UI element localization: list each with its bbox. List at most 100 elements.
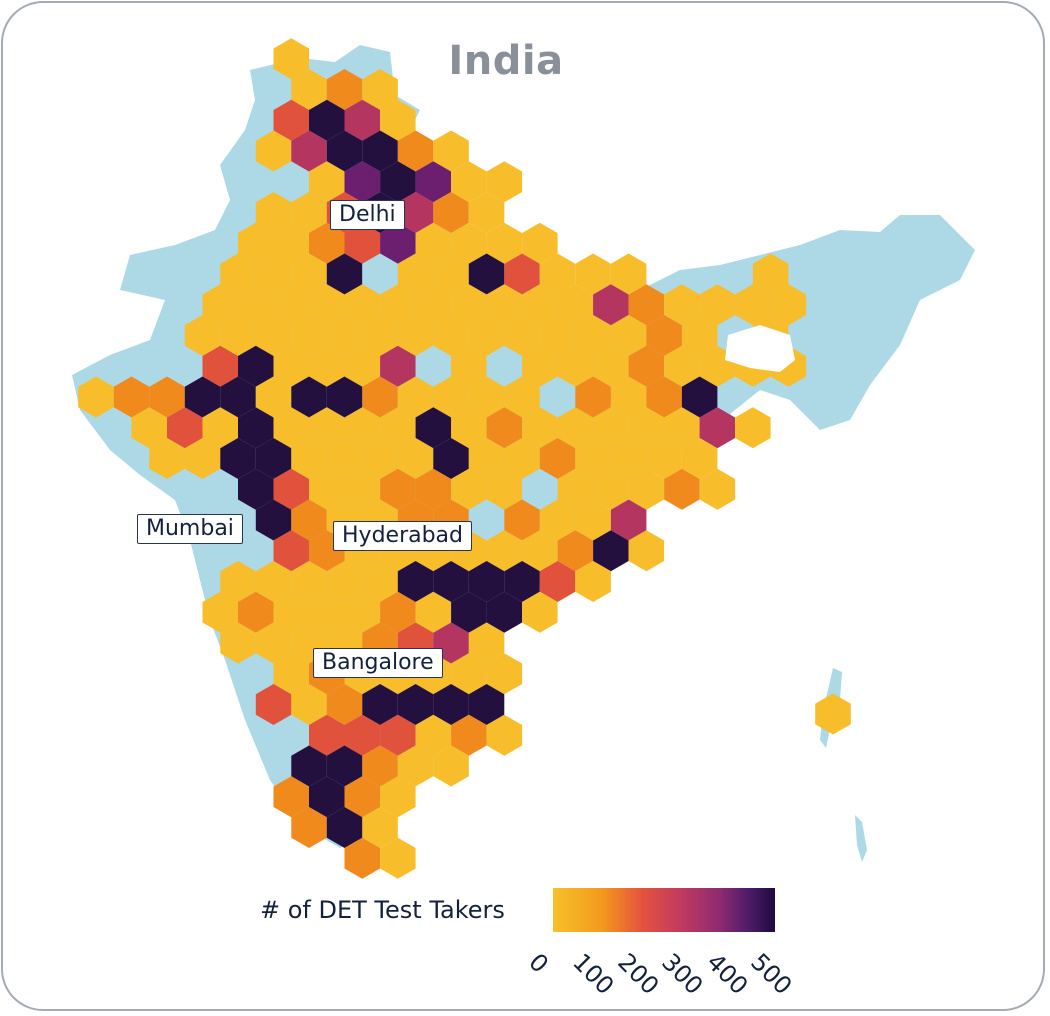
hex-cell [486, 653, 523, 695]
island-nicobar [855, 815, 867, 862]
hex-cell [681, 438, 718, 479]
hex-cell [291, 253, 327, 295]
hex-cell [397, 376, 434, 418]
hex-cell [664, 468, 700, 510]
hex-cell [415, 407, 452, 449]
hex-cell [238, 284, 274, 326]
hex-cell [646, 315, 682, 356]
hex-cell [539, 315, 576, 356]
hex-cell [326, 745, 363, 787]
hex-cell [362, 807, 398, 848]
hex-cell [380, 99, 416, 141]
hex-cell [575, 315, 611, 356]
hex-cell [397, 192, 434, 233]
hex-cell [344, 284, 381, 326]
hex-cell [309, 284, 345, 326]
hex-cell [344, 161, 381, 203]
hex-cell [504, 376, 540, 418]
hex-cell [486, 161, 523, 203]
hex-cell [415, 345, 452, 387]
hex-cell [149, 438, 185, 479]
hex-cell [468, 438, 505, 479]
hex-cell [593, 468, 629, 510]
hex-cell [326, 807, 363, 848]
hex-cell [362, 253, 398, 295]
hex-cell [255, 622, 292, 664]
hex-cell [202, 345, 238, 387]
hex-cell [220, 438, 256, 479]
hex-cell [344, 837, 381, 879]
hex-cell [557, 345, 594, 387]
city-label-mumbai: Mumbai [137, 514, 243, 544]
hex-cell [131, 407, 167, 449]
hex-cell [699, 468, 736, 510]
hex-cell [433, 561, 469, 602]
hex-cell [486, 468, 523, 510]
hex-cell [380, 284, 416, 326]
hex-cell [575, 499, 611, 541]
hex-cell [220, 376, 256, 418]
hex-cell [522, 284, 558, 326]
hex-cell [344, 407, 381, 449]
hex-cell [433, 684, 469, 725]
hex-cell [238, 591, 274, 633]
hex-cell [468, 315, 505, 356]
hex-cell [415, 284, 452, 326]
hex-cell [309, 161, 345, 203]
hex-cell [362, 438, 398, 479]
hex-cell [593, 530, 629, 572]
hex-cell [362, 745, 398, 787]
hex-cell [504, 561, 540, 602]
hex-cell [433, 253, 469, 295]
hex-cell [184, 376, 221, 418]
hex-cell [610, 438, 647, 479]
hex-cell [522, 222, 558, 264]
hex-cell [575, 561, 611, 602]
hex-cell [344, 714, 381, 756]
hex-cell [486, 714, 523, 756]
hex-cell [273, 284, 309, 326]
hex-cell [681, 315, 718, 356]
hex-cell [291, 130, 327, 172]
hex-cell [291, 745, 327, 787]
hex-cell [220, 561, 256, 602]
hex-cell [291, 315, 327, 356]
hex-cell [380, 161, 416, 203]
hex-cell [522, 591, 558, 633]
legend-color-bar [553, 888, 775, 932]
hex-cell [628, 284, 665, 326]
hex-cell [238, 407, 274, 449]
hex-cell [770, 284, 807, 326]
hex-cell [273, 591, 309, 633]
hex-cell [415, 591, 452, 633]
legend-title: # of DET Test Takers [260, 896, 505, 924]
hex-cell [291, 684, 327, 725]
hex-cell [238, 222, 274, 264]
hex-cell [504, 315, 540, 356]
hex-cell [326, 69, 363, 110]
hex-cell [486, 284, 523, 326]
hex-cell [433, 315, 469, 356]
hex-cell [664, 407, 700, 449]
hex-cell [326, 684, 363, 725]
hex-cell [451, 284, 487, 326]
hex-cell [255, 130, 292, 172]
hex-cell [309, 591, 345, 633]
hex-cell [309, 468, 345, 510]
hex-cell [451, 468, 487, 510]
hex-cell [220, 253, 256, 295]
hex-cell [273, 776, 309, 818]
hex-cell [362, 684, 398, 725]
hex-cell [309, 776, 345, 818]
hex-cell [415, 468, 452, 510]
hex-cell [646, 438, 682, 479]
hex-cell [646, 376, 682, 418]
hex-cell [593, 407, 629, 449]
hex-cell [380, 837, 416, 879]
hex-cell [255, 499, 292, 541]
hex-cell [344, 345, 381, 387]
hex-cell [451, 222, 487, 264]
hex-cell [273, 653, 309, 695]
hex-cell [273, 468, 309, 510]
hex-cell [326, 376, 363, 418]
